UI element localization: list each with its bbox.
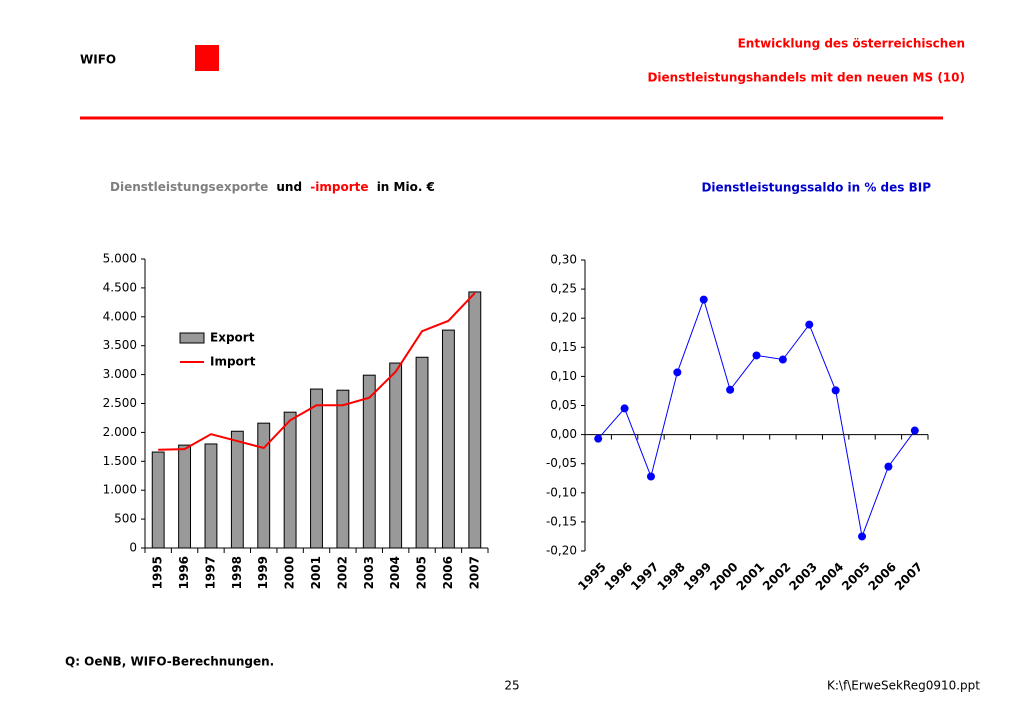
x-tick-label: 2006 [865,560,899,594]
point [699,295,708,304]
y-tick-label: -0,20 [546,544,577,558]
x-tick-label: 2006 [441,556,455,589]
x-tick-label: 1997 [628,560,662,594]
chart-title: Dienstleistungsexporte und -importe in M… [110,180,435,194]
title-part: Dienstleistungsexporte [110,180,268,194]
x-tick-label: 1998 [230,556,244,589]
y-tick-label: 1.000 [103,483,137,497]
page-number: 25 [504,679,519,693]
x-tick-label: 2004 [813,560,847,594]
x-tick-label: 1995 [575,560,609,594]
y-tick-label: 0,10 [550,369,577,383]
source: Q: OeNB, WIFO-Berechnungen. [65,655,274,669]
x-tick-label: 2007 [892,560,926,594]
x-tick-label: 2000 [283,556,297,589]
x-tick-label: 2003 [786,560,820,594]
y-tick-label: 4.500 [103,280,137,294]
y-tick-label: 0,00 [550,427,577,441]
point [594,434,603,443]
bar [257,422,271,549]
title-line: Entwicklung des österreichischen [738,37,965,51]
y-tick-label: 1.500 [103,454,137,468]
y-tick-label: 2.000 [103,425,137,439]
x-tick-label: 2001 [734,560,768,594]
y-tick-label: 0,30 [550,253,577,267]
bar [204,443,218,549]
y-tick-label: 3.000 [103,367,137,381]
legend-swatch [179,332,205,344]
bar [151,451,165,549]
y-tick-label: 0,25 [550,282,577,296]
point [726,385,735,394]
y-tick-label: 5.000 [103,252,137,266]
title-part: und [276,180,302,194]
point [673,368,682,377]
y-tick-label: 2.500 [103,396,137,410]
x-tick-label: 2005 [839,560,873,594]
y-tick-label: 0,20 [550,311,577,325]
y-tick-label: -0,05 [546,456,577,470]
point [858,532,867,541]
point [805,320,814,329]
x-tick-label: 2002 [335,556,349,589]
x-tick-label: 1996 [602,560,636,594]
line [158,292,476,451]
x-tick-label: 1996 [177,556,191,589]
y-tick-label: 4.000 [103,309,137,323]
bar [389,362,403,549]
x-tick-label: 1997 [203,556,217,589]
title-part: in Mio. € [377,180,435,194]
point [620,404,629,413]
bar [336,389,350,549]
point [831,386,840,395]
x-tick-label: 2001 [309,556,323,589]
legend-label: Import [210,355,256,369]
y-tick-label: 0,05 [550,398,577,412]
file-name: K:\f\ErweSekReg0910.ppt [827,679,980,693]
y-tick-label: -0,10 [546,485,577,499]
x-tick-label: 2005 [415,556,429,589]
chart-title: Dienstleistungssaldo in % des BIP [701,181,931,195]
logo: WIFO [80,53,116,67]
line [597,297,916,539]
point [910,426,919,435]
x-tick-label: 2007 [467,556,481,589]
x-tick-label: 1999 [681,560,715,594]
bar [310,388,323,549]
x-tick-label: 1999 [256,556,270,589]
point [646,472,655,481]
x-tick-label: 2004 [388,556,402,589]
bar [468,291,482,549]
x-tick-label: 1998 [654,560,688,594]
y-tick-label: -0,15 [546,514,577,528]
point [778,355,787,364]
x-tick-label: 2000 [707,560,741,594]
x-tick-label: 1995 [151,556,165,589]
x-tick-label: 2002 [760,560,794,594]
bar [415,356,429,549]
title-part: -importe [310,180,368,194]
bar [230,430,244,549]
legend-label: Export [210,331,255,345]
logo-square [195,45,219,71]
x-tick-label: 2003 [362,556,376,589]
point [752,351,761,360]
y-tick-label: 3.500 [103,338,137,352]
bar [362,374,376,549]
point [884,462,893,471]
title-line: Dienstleistungshandels mit den neuen MS … [647,71,965,85]
y-tick-label: 500 [114,512,137,526]
bar [178,444,192,549]
y-tick-label: 0 [129,541,137,555]
bar [441,329,455,549]
bar [283,411,297,549]
y-tick-label: 0,15 [550,340,577,354]
